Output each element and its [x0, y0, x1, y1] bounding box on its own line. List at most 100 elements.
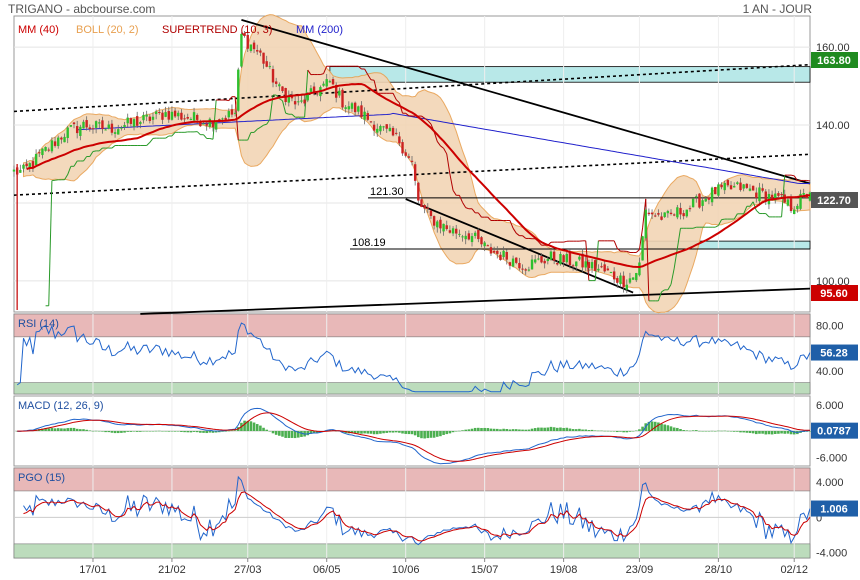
candle-body-178: [575, 261, 578, 267]
macd-hist-164: [530, 428, 534, 431]
candle-body-115: [376, 128, 379, 133]
candle-body-75: [249, 44, 253, 51]
candle-body-185: [597, 268, 600, 271]
supertrend-seg-210: [676, 228, 681, 249]
price-legend-0: MM (40): [18, 24, 59, 36]
candle-body-133: [432, 216, 436, 226]
macd-hist-153: [495, 428, 499, 431]
candle-body-67: [224, 117, 227, 121]
candle-body-123: [401, 142, 404, 154]
macd-hist-150: [486, 428, 490, 431]
candle-body-0: [12, 169, 16, 172]
candle-body-93: [306, 93, 309, 101]
macd-hist-112: [366, 431, 370, 434]
supertrend-seg-138: [449, 173, 454, 191]
candle-body-44: [151, 116, 155, 120]
macd-hist-191: [616, 431, 619, 433]
candle-body-218: [701, 200, 704, 206]
supertrend-seg-88: [291, 113, 296, 118]
macd-hist-51: [173, 431, 177, 432]
supertrend-seg-159: [515, 232, 520, 237]
candle-body-81: [268, 66, 272, 68]
candle-body-151: [489, 247, 493, 254]
macd-hist-163: [527, 429, 531, 431]
macd-hist-120: [391, 431, 395, 433]
price-legend-1: BOLL (20, 2): [76, 24, 139, 36]
candle-body-189: [609, 272, 613, 274]
candle-body-55: [186, 117, 189, 119]
macd-hist-124: [404, 431, 407, 434]
price-legend-2: SUPERTREND (10, 3): [162, 24, 272, 36]
candle-body-200: [644, 209, 647, 239]
candle-body-167: [540, 256, 543, 263]
macd-hist-148: [480, 428, 483, 431]
candle-body-13: [53, 141, 57, 146]
macd-hist-147: [477, 427, 480, 431]
macd-hist-36: [126, 431, 130, 432]
macd-hist-89: [293, 431, 297, 439]
macd-hist-44: [151, 431, 155, 432]
candle-body-70: [233, 112, 237, 114]
candle-body-148: [480, 237, 483, 245]
candle-body-112: [366, 113, 369, 120]
trendline-0: [241, 19, 811, 185]
candle-body-9: [41, 148, 44, 156]
price-legend-3: MM (200): [296, 24, 343, 36]
candle-body-243: [780, 194, 783, 196]
candle-body-5: [28, 163, 31, 169]
candle-body-35: [123, 124, 126, 128]
macd-hist-176: [568, 428, 572, 431]
candle-body-233: [748, 188, 752, 191]
supertrend-seg-158: [512, 227, 517, 234]
trendline-1: [140, 287, 811, 315]
candle-body-25: [91, 128, 95, 130]
supertrend-seg-120: [392, 93, 397, 100]
macd-hist-133: [432, 431, 436, 438]
candle-body-45: [154, 111, 158, 115]
macd-hist-157: [508, 429, 512, 431]
supertrend-seg-190: [613, 240, 618, 249]
macd-hist-27: [97, 430, 101, 432]
supertrend-seg-141: [458, 195, 463, 203]
xtick-label-0: 17/01: [79, 564, 107, 576]
candle-body-95: [312, 86, 316, 93]
macd-hist-136: [442, 431, 445, 435]
candle-body-219: [704, 198, 707, 202]
candle-body-21: [79, 126, 82, 136]
supertrend-seg-246: [790, 174, 795, 177]
candle-body-127: [413, 164, 417, 181]
macd-hist-243: [780, 431, 783, 434]
candle-body-7: [34, 153, 38, 166]
candle-body-172: [556, 262, 559, 265]
candle-body-192: [619, 275, 622, 285]
macd-hist-166: [537, 427, 540, 431]
supertrend-seg-93: [307, 69, 312, 75]
candle-body-15: [60, 137, 63, 140]
macd-hist-38: [132, 431, 136, 432]
candle-body-177: [571, 265, 575, 267]
candle-body-79: [262, 52, 265, 64]
macd-hist-197: [634, 430, 638, 432]
candle-body-181: [584, 261, 587, 268]
macd-hist-20: [75, 428, 79, 431]
supertrend-seg-11: [48, 180, 53, 306]
candle-body-217: [698, 193, 701, 208]
candle-body-108: [353, 102, 357, 113]
candle-body-94: [309, 88, 313, 92]
macd-hist-247: [792, 431, 796, 435]
macd-hist-139: [451, 431, 455, 433]
macd-hist-209: [672, 427, 676, 431]
macd-hist-173: [559, 427, 562, 431]
macd-hist-52: [176, 431, 180, 432]
candle-body-168: [543, 260, 546, 264]
macd-hist-142: [461, 430, 464, 431]
candle-body-26: [94, 121, 98, 128]
candle-body-120: [391, 127, 395, 136]
macd-hist-46: [158, 430, 161, 432]
macd-hist-219: [704, 431, 708, 432]
macd-hist-41: [142, 431, 145, 432]
supertrend-seg-228: [733, 213, 738, 220]
macd-hist-42: [145, 430, 148, 432]
candle-body-246: [789, 197, 793, 212]
macd-hist-218: [701, 431, 704, 432]
